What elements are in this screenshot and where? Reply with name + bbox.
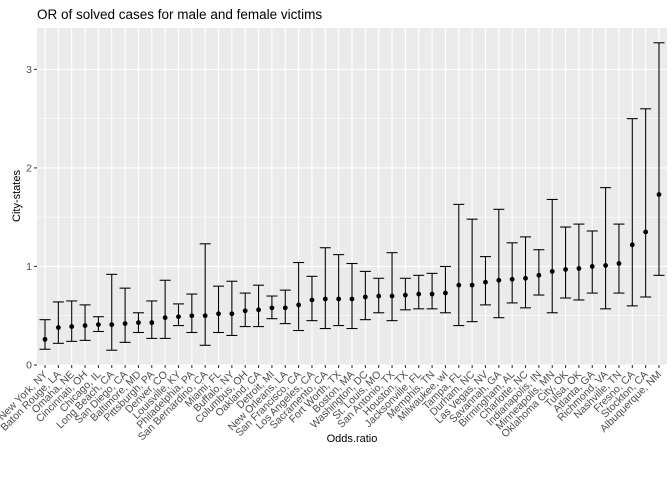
errorbar xyxy=(293,261,305,332)
errorbar xyxy=(39,319,51,350)
errorbar xyxy=(319,247,331,330)
data-point xyxy=(376,293,382,299)
errorbar xyxy=(520,236,532,309)
errorbar xyxy=(52,301,64,344)
y-tick-label: 1 xyxy=(26,261,32,273)
errorbar xyxy=(226,280,238,336)
errorbar xyxy=(386,252,398,322)
data-point xyxy=(176,314,181,320)
data-point xyxy=(216,311,221,317)
data-point xyxy=(109,322,115,327)
chart-title: OR of solved cases for male and female v… xyxy=(37,7,322,22)
data-point xyxy=(456,282,462,288)
data-point xyxy=(509,276,515,282)
data-point xyxy=(496,277,502,283)
data-point xyxy=(536,272,542,278)
errorbar xyxy=(573,223,585,301)
errorbar xyxy=(626,118,638,307)
data-point xyxy=(443,290,448,296)
errorbar xyxy=(506,242,518,304)
data-point xyxy=(55,325,61,330)
errorbar xyxy=(600,187,612,310)
errorbar xyxy=(199,243,211,346)
errorbar xyxy=(533,249,545,296)
errorbar xyxy=(640,108,652,298)
data-point xyxy=(603,263,609,268)
data-point xyxy=(82,323,88,328)
y-axis-title: City-states xyxy=(11,170,23,222)
data-point xyxy=(416,291,422,297)
data-point xyxy=(189,313,195,319)
data-point xyxy=(256,307,261,313)
points xyxy=(42,192,662,342)
errorbar xyxy=(159,279,171,339)
data-point xyxy=(269,305,275,311)
data-point xyxy=(336,296,342,302)
data-point xyxy=(202,313,208,319)
errorbar xyxy=(466,218,478,323)
data-point xyxy=(589,264,595,269)
data-point xyxy=(162,315,168,321)
errorbar xyxy=(453,203,465,327)
y-tick-label: 3 xyxy=(26,64,32,76)
data-point xyxy=(402,292,408,298)
data-point xyxy=(576,266,582,271)
errorbar xyxy=(613,223,625,294)
data-point xyxy=(469,282,475,288)
data-point xyxy=(229,311,235,317)
data-point xyxy=(42,336,48,342)
data-point xyxy=(362,294,368,300)
data-point xyxy=(122,321,128,327)
data-point xyxy=(429,291,435,297)
data-point xyxy=(629,242,635,248)
data-point xyxy=(296,302,302,308)
errorbar xyxy=(586,230,598,294)
data-point xyxy=(309,297,315,303)
errorbar xyxy=(186,293,198,334)
errorbar xyxy=(653,42,665,276)
errorbar xyxy=(426,272,438,310)
errorbar xyxy=(253,284,265,328)
data-point xyxy=(549,268,555,274)
y-axis: 0 1 2 3 xyxy=(26,64,37,372)
errorbar xyxy=(119,287,131,343)
data-point xyxy=(95,322,101,327)
data-point xyxy=(523,275,528,281)
data-point xyxy=(149,320,155,326)
y-tick-label: 2 xyxy=(26,163,32,175)
data-point xyxy=(136,320,141,326)
data-point xyxy=(483,279,488,285)
errorbar xyxy=(146,300,158,339)
errorbar xyxy=(560,226,572,299)
x-axis-title: Odds.ratio xyxy=(327,433,378,445)
errorbar xyxy=(439,265,451,314)
errorbar xyxy=(546,198,558,314)
data-point xyxy=(643,229,649,235)
data-point xyxy=(242,308,248,314)
data-point xyxy=(69,324,75,329)
data-point xyxy=(389,293,395,299)
errorbar xyxy=(79,304,91,341)
errorbar xyxy=(213,285,225,334)
errorbar xyxy=(106,273,118,351)
data-point xyxy=(322,296,328,302)
data-point xyxy=(349,296,355,302)
errorbar xyxy=(346,262,358,330)
data-point xyxy=(282,305,288,311)
errorbar xyxy=(66,300,78,342)
y-tick-label: 0 xyxy=(26,360,32,372)
errorbar xyxy=(333,254,345,327)
data-point xyxy=(616,261,622,266)
data-point xyxy=(563,267,568,272)
errorbars xyxy=(39,42,665,351)
data-point xyxy=(656,192,662,197)
errorbar xyxy=(493,208,505,319)
